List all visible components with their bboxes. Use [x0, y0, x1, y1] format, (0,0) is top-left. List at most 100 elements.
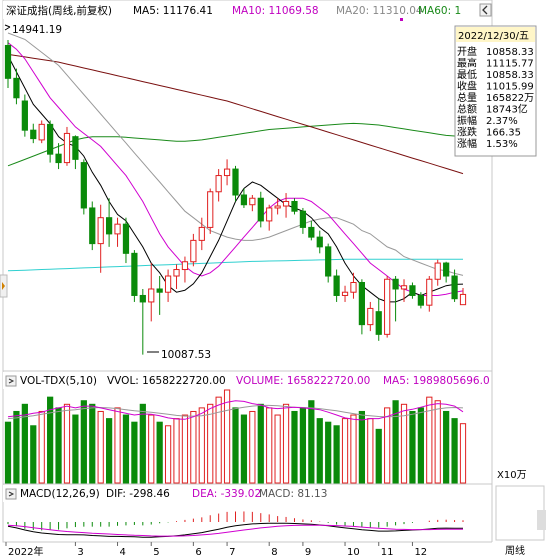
x-tick-label: 10 — [347, 547, 360, 558]
dif-line — [7, 522, 464, 538]
vol-ma5-legend: MA5: 1989805696.0 — [383, 375, 490, 387]
candle-body — [400, 285, 408, 290]
info-row-label: 总额 — [457, 103, 477, 116]
chevron-right-icon — [8, 378, 15, 384]
ma5-legend: MA5: 11176.41 — [133, 5, 213, 17]
volume-unit: X10万 — [497, 470, 527, 481]
volume-bar — [308, 400, 315, 484]
macd-title[interactable]: MACD(12,26,9) — [20, 488, 100, 500]
volume-bar — [240, 414, 248, 484]
info-row-label: 振幅 — [457, 114, 477, 127]
volume-bar — [249, 410, 256, 484]
x-tick-label: 2022年 — [8, 545, 43, 558]
volume-bar — [434, 400, 441, 484]
candle-body — [426, 278, 433, 306]
period-label[interactable]: 周线 — [505, 544, 525, 557]
high-pointer-icon — [4, 24, 11, 31]
low-annotation: 10087.53 — [161, 349, 211, 361]
volume-bar — [198, 407, 205, 484]
volume-bar — [358, 410, 366, 484]
x-tick-label: 5 — [153, 547, 159, 558]
info-row-label: 涨幅 — [457, 137, 477, 150]
candle-body — [21, 100, 28, 131]
right-gutter — [537, 0, 546, 26]
volume-bar — [325, 421, 332, 484]
ma120-line — [7, 53, 464, 175]
candle-body — [434, 262, 441, 280]
info-row-value: 2.37% — [486, 116, 518, 127]
candle-body — [181, 261, 189, 271]
candle-body — [55, 153, 62, 164]
ma20-line — [7, 32, 464, 276]
info-row-value: 10858.33 — [486, 70, 534, 81]
vvol-legend: VVOL: 1658222720.00 — [107, 375, 226, 387]
volume-bar — [282, 403, 290, 484]
candle-body — [308, 226, 315, 238]
info-row-value: 11115.77 — [486, 59, 534, 70]
x-tick-label: 6 — [195, 547, 201, 558]
volume-bar — [139, 403, 146, 484]
volume-legend: VOLUME: 1658222720.00 — [236, 375, 370, 387]
ma10-line — [7, 42, 464, 296]
volume-bar — [30, 425, 37, 484]
candle-body — [207, 191, 214, 228]
volume-bar — [299, 407, 307, 484]
x-tick-label: 9 — [305, 547, 311, 558]
volume-bar — [451, 418, 458, 484]
candle-body — [240, 194, 248, 206]
candle-body — [257, 197, 264, 222]
volume-title[interactable]: VOL-TDX(5,10) — [20, 375, 97, 387]
volume-bar — [181, 414, 189, 484]
candle-body — [350, 282, 357, 293]
candle-body — [80, 162, 87, 209]
volume-bar — [21, 403, 28, 484]
candle-body — [139, 294, 146, 303]
candle-body — [417, 294, 424, 306]
ma250-line — [7, 258, 463, 272]
volume-menu-button[interactable] — [5, 375, 17, 387]
candle-body — [215, 175, 222, 193]
volume-bar — [426, 396, 433, 484]
candle-body — [249, 197, 256, 206]
chevron-right-icon — [8, 491, 15, 497]
info-row-value: 166.35 — [486, 128, 521, 139]
volume-bar — [114, 407, 121, 484]
volume-bar — [63, 403, 71, 484]
candle-body — [122, 223, 130, 254]
candle-body — [232, 168, 239, 196]
macd-legend-bar — [3, 485, 492, 502]
candle-body — [72, 136, 79, 160]
volume-bar — [156, 421, 163, 484]
ma10-legend: MA10: 11069.58 — [232, 5, 319, 17]
macd-menu-button[interactable] — [5, 488, 17, 500]
candle-body — [333, 275, 340, 296]
info-row-label: 开盘 — [457, 45, 477, 58]
ma20-legend: MA20: 11310.04 — [336, 5, 423, 17]
volume-bar — [274, 414, 281, 484]
volume-bar — [409, 410, 416, 484]
macd-scroll-marker[interactable] — [537, 510, 546, 530]
volume-bar — [316, 418, 323, 484]
candle-body — [30, 129, 37, 140]
x-tick-label: 3 — [77, 547, 83, 558]
macd-axis-box — [495, 485, 545, 541]
candle-body — [325, 246, 332, 277]
dif-legend: DIF: -298.46 — [106, 488, 170, 500]
volume-bar — [97, 410, 104, 484]
info-row-label: 总量 — [457, 91, 477, 104]
candle-body — [392, 278, 399, 290]
candle-body — [291, 200, 298, 212]
candle-body — [358, 282, 366, 326]
chart-title[interactable]: 深证成指(周线,前复权) — [6, 4, 112, 17]
info-box: 2022/12/30/五 开盘 10858.33 最高 11115.77 最低 10858… — [454, 25, 537, 157]
volume-bar — [392, 400, 399, 484]
volume-bar — [13, 410, 20, 484]
volume-bar — [55, 407, 62, 484]
info-date: 2022/12/30/五 — [458, 31, 529, 42]
candle-body — [375, 311, 382, 335]
candle-body — [282, 200, 290, 207]
volume-bar — [333, 425, 340, 484]
legend-nav-button[interactable] — [479, 3, 492, 17]
info-row-value: 11015.99 — [486, 82, 534, 93]
